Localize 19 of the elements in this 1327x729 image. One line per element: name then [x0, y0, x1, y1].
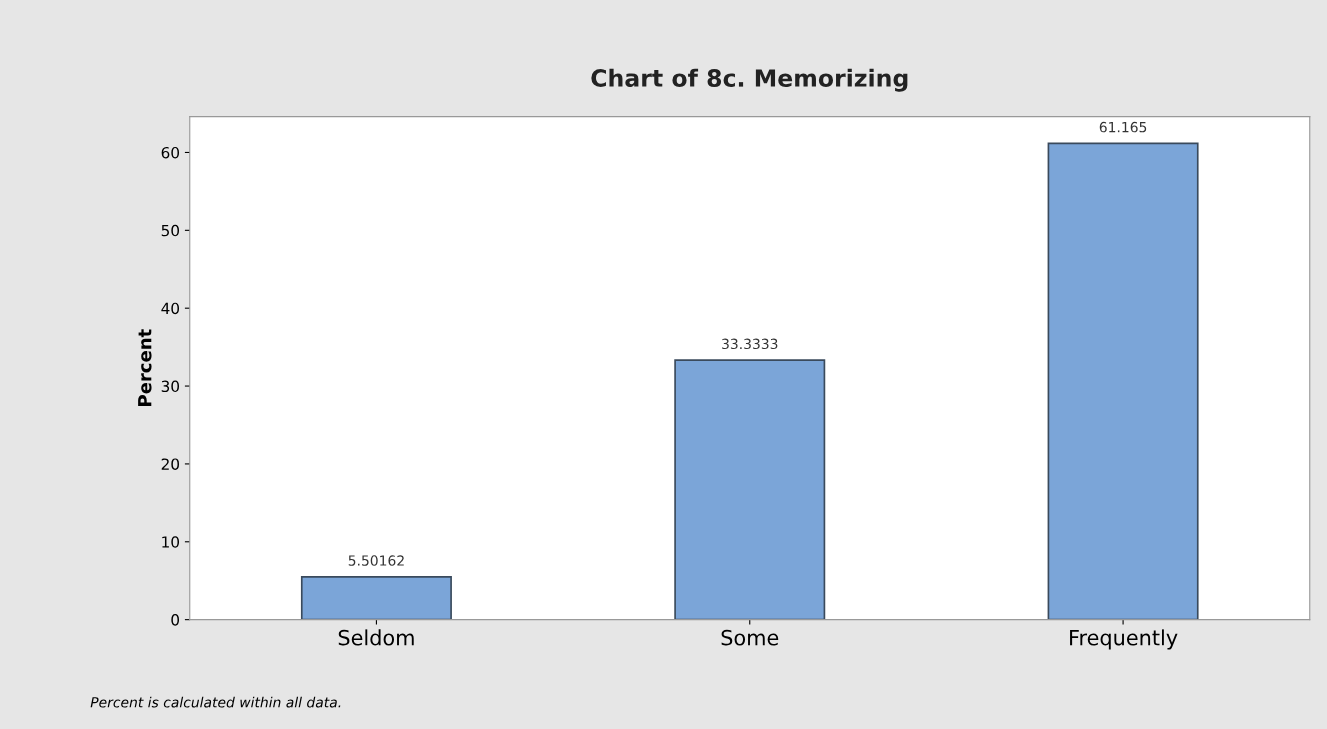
y-tick-label: 50 [161, 224, 180, 237]
data-label: 33.3333 [722, 338, 778, 350]
y-axis-title: Percent [138, 329, 152, 406]
y-tick-label: 0 [171, 614, 180, 626]
bar [1047, 142, 1199, 620]
y-tick-label: 10 [162, 536, 180, 548]
y-tick-label: 30 [161, 380, 180, 393]
y-tick-label: 60 [161, 146, 180, 159]
y-tick-label: 40 [161, 302, 180, 315]
bar [300, 575, 452, 620]
y-tick-label: 20 [161, 458, 180, 470]
data-label: 5.50162 [348, 555, 404, 566]
x-tick-label: Some [721, 629, 779, 646]
chart-title: Chart of 8c. Memorizing [591, 68, 908, 92]
data-label: 61.165 [1099, 121, 1147, 133]
bar [674, 359, 826, 620]
x-tick-label: Seldom [338, 629, 414, 646]
text: Percent is calculated within all data. [90, 696, 341, 708]
x-tick-label: Frequently [1070, 629, 1178, 650]
